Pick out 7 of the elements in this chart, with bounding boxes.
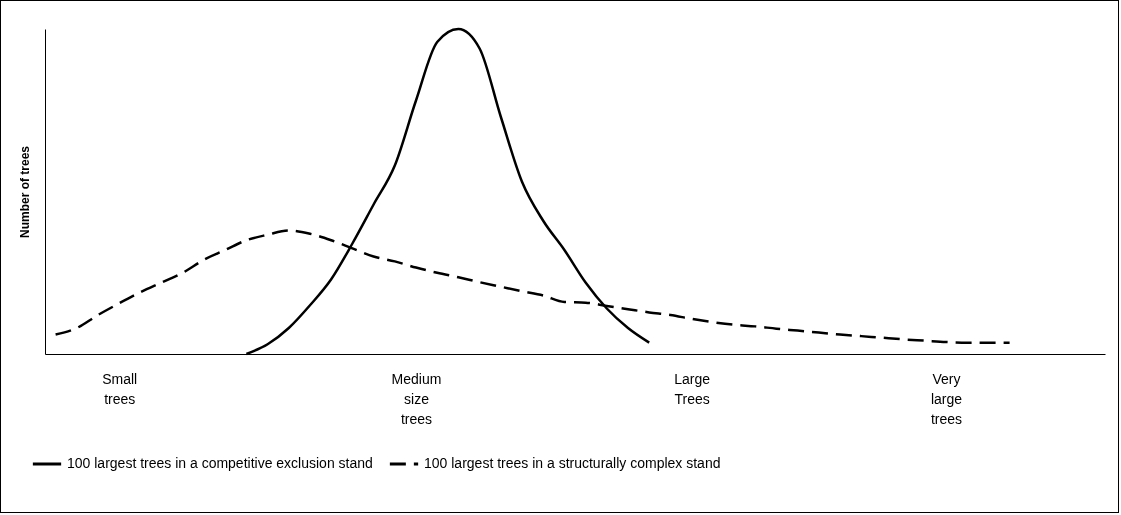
x-tick-label: Large Trees	[674, 370, 711, 407]
x-tick-label: Small trees	[102, 370, 138, 407]
legend-label: 100 largest trees in a competitive exclusion stand	[67, 455, 373, 471]
y-axis-title: Number of trees	[17, 145, 32, 239]
x-tick-label: Medium size trees	[391, 370, 442, 427]
legend-label: 100 largest trees in a structurally complex stand	[424, 455, 721, 471]
x-tick-label: Very large trees	[930, 370, 963, 427]
